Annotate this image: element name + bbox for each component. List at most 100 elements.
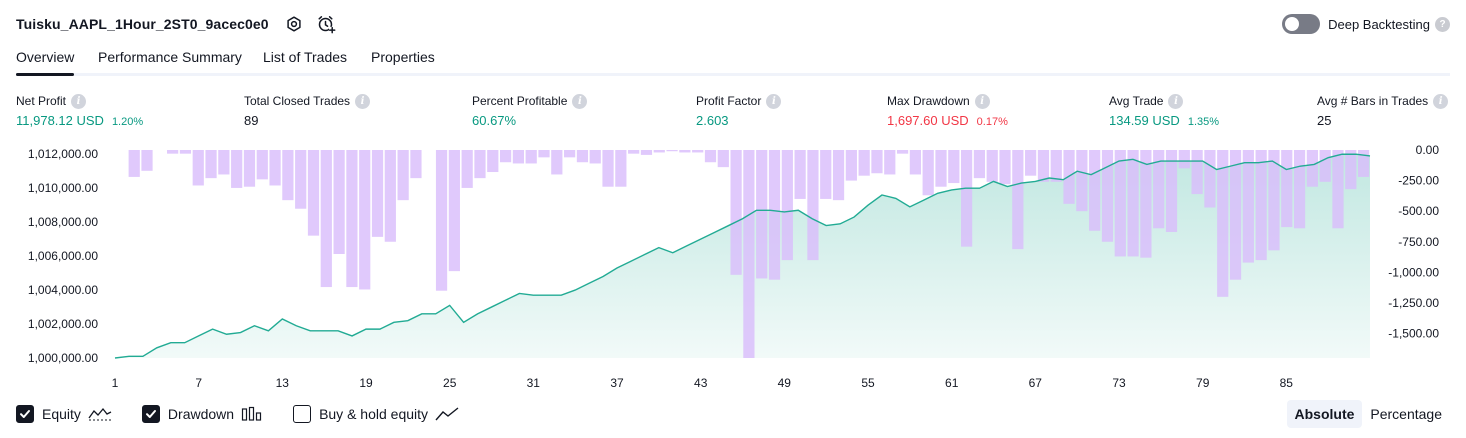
- drawdown-bar[interactable]: [1127, 150, 1139, 257]
- drawdown-bar[interactable]: [474, 150, 486, 179]
- drawdown-bar[interactable]: [1153, 150, 1165, 229]
- info-icon[interactable]: i: [1168, 93, 1184, 109]
- tab-overview[interactable]: Overview: [16, 49, 75, 76]
- drawdown-bar[interactable]: [1050, 150, 1062, 182]
- drawdown-bar[interactable]: [999, 150, 1011, 185]
- drawdown-bar[interactable]: [564, 150, 576, 158]
- info-icon[interactable]: i: [766, 93, 782, 109]
- drawdown-bar[interactable]: [1012, 150, 1024, 250]
- drawdown-bar[interactable]: [448, 150, 460, 272]
- drawdown-bar[interactable]: [986, 150, 998, 182]
- drawdown-bar[interactable]: [231, 150, 243, 188]
- equity-drawdown-chart[interactable]: 1,000,000.00 1,002,000.00 1,004,000.00 1,00…: [0, 140, 1466, 398]
- drawdown-bar[interactable]: [961, 150, 973, 247]
- drawdown-checkbox[interactable]: [141, 405, 160, 423]
- drawdown-bar[interactable]: [499, 150, 512, 163]
- percentage-button[interactable]: Percentage: [1370, 406, 1442, 422]
- drawdown-bar[interactable]: [1191, 150, 1203, 195]
- drawdown-bar[interactable]: [192, 150, 204, 186]
- drawdown-bar[interactable]: [576, 150, 589, 163]
- alarm-plus-icon[interactable]: [315, 13, 337, 35]
- drawdown-bar[interactable]: [794, 150, 806, 199]
- tab-list-of-trades[interactable]: List of Trades: [263, 49, 348, 65]
- drawdown-bar[interactable]: [256, 150, 268, 180]
- drawdown-bar[interactable]: [128, 150, 140, 177]
- drawdown-bar[interactable]: [884, 150, 896, 175]
- equity-checkbox[interactable]: [16, 405, 34, 423]
- drawdown-bar[interactable]: [653, 150, 665, 153]
- drawdown-bar[interactable]: [346, 150, 358, 288]
- drawdown-bar[interactable]: [756, 150, 768, 279]
- info-icon[interactable]: i: [71, 93, 87, 109]
- drawdown-bar[interactable]: [679, 150, 691, 153]
- tab-properties[interactable]: Properties: [371, 49, 435, 65]
- drawdown-bar[interactable]: [1319, 150, 1331, 182]
- drawdown-bar[interactable]: [1357, 150, 1370, 177]
- drawdown-bar[interactable]: [1268, 150, 1280, 251]
- absolute-button[interactable]: Absolute: [1286, 400, 1363, 428]
- drawdown-bar[interactable]: [1037, 150, 1050, 182]
- drawdown-bar[interactable]: [512, 150, 524, 164]
- legend-equity[interactable]: Equity: [16, 405, 112, 423]
- drawdown-bar[interactable]: [487, 150, 499, 173]
- legend-drawdown[interactable]: Drawdown: [141, 405, 263, 423]
- drawdown-bar[interactable]: [896, 150, 909, 154]
- drawdown-bar[interactable]: [1114, 150, 1126, 257]
- drawdown-bar[interactable]: [307, 150, 320, 236]
- drawdown-bar[interactable]: [435, 150, 448, 291]
- drawdown-bar[interactable]: [807, 150, 819, 261]
- drawdown-bar[interactable]: [1293, 150, 1306, 229]
- drawdown-bar[interactable]: [615, 150, 627, 187]
- drawdown-bar[interactable]: [243, 150, 256, 187]
- drawdown-bar[interactable]: [551, 150, 563, 175]
- info-icon[interactable]: i: [974, 93, 990, 109]
- legend-buy-hold[interactable]: Buy & hold equity: [293, 405, 459, 423]
- drawdown-bar[interactable]: [845, 150, 857, 181]
- drawdown-bar[interactable]: [1345, 150, 1357, 190]
- drawdown-bar[interactable]: [1204, 150, 1216, 208]
- drawdown-bar[interactable]: [218, 150, 230, 175]
- equity-line[interactable]: [114, 153, 1371, 359]
- drawdown-bar[interactable]: [948, 150, 960, 184]
- info-icon[interactable]: i: [355, 93, 371, 109]
- settings-icon[interactable]: [283, 13, 305, 35]
- drawdown-bar[interactable]: [1076, 150, 1088, 212]
- drawdown-bar[interactable]: [1281, 150, 1293, 228]
- drawdown-bar[interactable]: [295, 150, 307, 209]
- drawdown-bar[interactable]: [858, 150, 870, 176]
- drawdown-bar[interactable]: [871, 150, 883, 174]
- drawdown-bar[interactable]: [333, 150, 345, 254]
- drawdown-bar[interactable]: [167, 150, 179, 154]
- drawdown-bar[interactable]: [359, 150, 371, 290]
- drawdown-bar[interactable]: [692, 150, 704, 153]
- drawdown-bar[interactable]: [1165, 150, 1178, 232]
- drawdown-bar[interactable]: [141, 150, 153, 171]
- drawdown-bar[interactable]: [1089, 150, 1101, 231]
- drawdown-bar[interactable]: [397, 150, 409, 201]
- drawdown-bar[interactable]: [628, 150, 640, 154]
- info-icon[interactable]: i: [572, 93, 588, 109]
- buy-hold-checkbox[interactable]: [293, 405, 312, 423]
- info-icon[interactable]: i: [1433, 93, 1449, 109]
- drawdown-bar[interactable]: [666, 150, 678, 152]
- drawdown-bar[interactable]: [205, 150, 217, 179]
- drawdown-bar[interactable]: [525, 150, 537, 164]
- drawdown-bar[interactable]: [1101, 150, 1114, 242]
- drawdown-bar[interactable]: [1332, 150, 1344, 229]
- drawdown-bar[interactable]: [730, 150, 742, 275]
- drawdown-bar[interactable]: [410, 150, 422, 179]
- drawdown-bar[interactable]: [602, 150, 614, 187]
- drawdown-bar[interactable]: [1242, 150, 1254, 263]
- drawdown-bar[interactable]: [704, 150, 717, 163]
- drawdown-bar[interactable]: [832, 150, 845, 201]
- drawdown-bar[interactable]: [1217, 150, 1229, 297]
- drawdown-bar[interactable]: [269, 150, 281, 186]
- drawdown-bar[interactable]: [909, 150, 921, 175]
- drawdown-bar[interactable]: [973, 150, 986, 179]
- drawdown-bar[interactable]: [320, 150, 332, 288]
- drawdown-bar[interactable]: [1306, 150, 1318, 187]
- drawdown-bar[interactable]: [179, 150, 192, 154]
- tab-performance-summary[interactable]: Performance Summary: [98, 49, 242, 65]
- drawdown-bar[interactable]: [820, 150, 832, 199]
- drawdown-bar[interactable]: [1025, 150, 1037, 176]
